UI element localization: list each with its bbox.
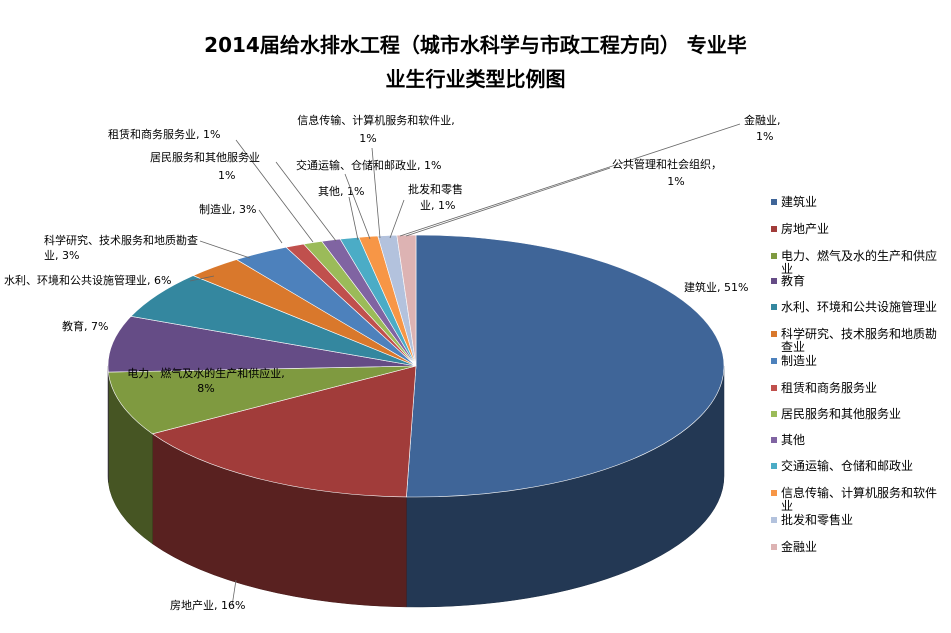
data-label: 制造业, 3% [199,202,256,216]
leader-line [344,173,371,240]
legend-swatch [771,199,777,205]
data-label: 租赁和商务服务业, 1% [108,127,220,141]
leader-line [399,123,741,237]
legend-label: 金融业 [781,540,818,554]
leader-line [371,147,381,239]
data-label: 其他, 1% [318,185,364,198]
legend-label: 批发和零售业 [781,513,854,527]
pie-sides [107,365,725,608]
data-label: 交通运输、仓储和邮政业, 1% [296,158,441,172]
legend-swatch [771,226,777,232]
data-label: 业, 1% [420,199,455,212]
data-label: 电力、燃气及水的生产和供应业, [127,366,285,380]
data-label: 1% [218,169,235,182]
pie-slice [406,234,725,498]
legend-label: 租赁和商务服务业 [781,381,878,395]
legend-swatch [771,437,777,443]
legend-label: 电力、燃气及水的生产和供应业 [781,249,938,276]
legend-label: 信息传输、计算机服务和软件业 [781,486,938,513]
leader-line [231,579,237,607]
pie-slice [107,316,417,373]
legend-label: 制造业 [781,354,818,368]
legend-label: 科学研究、技术服务和地质勘查业 [781,327,938,354]
legend-swatch [771,331,777,337]
legend-label: 交通运输、仓储和邮政业 [781,459,914,473]
data-label: 金融业, [744,113,781,127]
legend-label: 教育 [781,274,806,288]
leader-line [275,161,337,242]
data-label: 1% [756,130,773,143]
pie-slice [396,234,417,367]
data-label: 科学研究、技术服务和地质勘查 [44,233,198,247]
data-label: 建筑业, 51% [684,280,748,294]
data-label: 1% [359,132,376,145]
legend-swatch [771,463,777,469]
data-label: 公共管理和社会组织， [612,157,722,171]
legend-label: 房地产业 [781,222,830,236]
data-label: 8% [197,382,214,395]
chart-title-line: 2014届给水排水工程（城市水科学与市政工程方向） 专业毕 [204,33,747,57]
data-labels: 建筑业, 51% 房地产业, 16% 电力、燃气及水的生产和供应业, 8% 教育, 7%… [4,113,781,612]
legend-label: 建筑业 [781,195,818,209]
leader-line [405,167,611,237]
legend-swatch [771,278,777,284]
leader-line [199,240,251,259]
data-label: 居民服务和其他服务业 [150,151,260,164]
chart-title: 2014届给水排水工程（城市水科学与市政工程方向） 专业毕 业生行业类型比例图 [0,28,951,96]
chart-title-line: 业生行业类型比例图 [385,67,566,91]
leader-line [389,199,405,239]
data-label: 业, 3% [44,249,79,262]
pie-slice [108,365,417,435]
legend-swatch [771,544,777,550]
data-label: 水利、环境和公共设施管理业, 6% [4,273,171,287]
pie-tops [107,234,725,498]
pie-slice [151,365,417,498]
legend-label: 水利、环境和公共设施管理业 [781,300,938,314]
data-label: 信息传输、计算机服务和软件业, [297,113,455,127]
legend-swatch [771,253,777,259]
legend-swatch [771,490,777,496]
leader-line [189,275,215,282]
legend-swatch [771,358,777,364]
legend-swatch [771,385,777,391]
data-label: 批发和零售 [408,182,463,196]
data-label: 1% [667,175,684,188]
legend-swatch [771,304,777,310]
legend-label: 居民服务和其他服务业 [781,407,902,421]
legend-label: 其他 [781,433,806,447]
data-label: 教育, 7% [62,319,108,333]
leader-line [348,196,359,241]
leader-line [258,209,283,244]
data-label: 房地产业, 16% [170,598,245,612]
leader-line [235,139,314,243]
legend-swatch [771,517,777,523]
legend-swatch [771,411,777,417]
